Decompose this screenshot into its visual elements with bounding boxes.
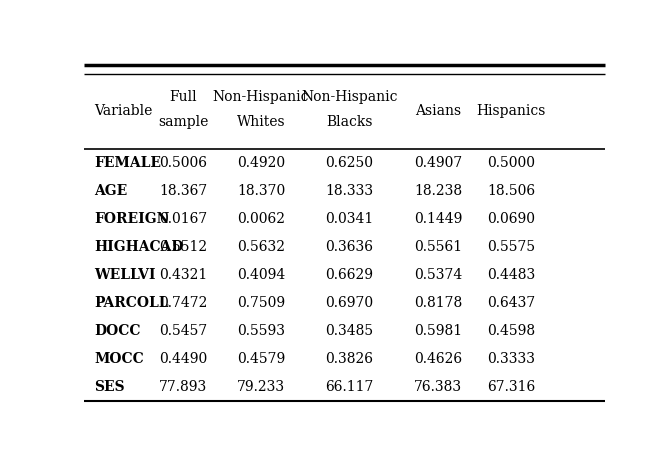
Text: MOCC: MOCC bbox=[94, 351, 144, 365]
Text: SES: SES bbox=[94, 380, 125, 394]
Text: 0.4626: 0.4626 bbox=[414, 351, 462, 365]
Text: Whites: Whites bbox=[237, 115, 286, 129]
Text: 0.3485: 0.3485 bbox=[325, 324, 374, 338]
Text: Full: Full bbox=[169, 90, 197, 104]
Text: 0.0167: 0.0167 bbox=[159, 212, 207, 226]
Text: 0.5981: 0.5981 bbox=[414, 324, 462, 338]
Text: FOREIGN: FOREIGN bbox=[94, 212, 170, 226]
Text: 0.7472: 0.7472 bbox=[159, 296, 207, 310]
Text: 0.4920: 0.4920 bbox=[237, 156, 285, 170]
Text: 18.333: 18.333 bbox=[325, 184, 374, 198]
Text: 0.0690: 0.0690 bbox=[487, 212, 535, 226]
Text: sample: sample bbox=[158, 115, 208, 129]
Text: 0.4490: 0.4490 bbox=[159, 351, 207, 365]
Text: 77.893: 77.893 bbox=[159, 380, 207, 394]
Text: 0.5006: 0.5006 bbox=[159, 156, 207, 170]
Text: 18.370: 18.370 bbox=[237, 184, 285, 198]
Text: HIGHACAD: HIGHACAD bbox=[94, 240, 184, 254]
Text: 0.5512: 0.5512 bbox=[159, 240, 207, 254]
Text: 0.6629: 0.6629 bbox=[326, 268, 374, 282]
Text: Blacks: Blacks bbox=[327, 115, 373, 129]
Text: 0.6437: 0.6437 bbox=[487, 296, 535, 310]
Text: 18.367: 18.367 bbox=[159, 184, 207, 198]
Text: 0.5593: 0.5593 bbox=[237, 324, 285, 338]
Text: 0.6250: 0.6250 bbox=[326, 156, 374, 170]
Text: 0.3636: 0.3636 bbox=[326, 240, 374, 254]
Text: 0.3826: 0.3826 bbox=[326, 351, 374, 365]
Text: WELLVI: WELLVI bbox=[94, 268, 156, 282]
Text: 79.233: 79.233 bbox=[237, 380, 285, 394]
Text: 0.4579: 0.4579 bbox=[237, 351, 285, 365]
Text: 0.4321: 0.4321 bbox=[159, 268, 207, 282]
Text: 0.5632: 0.5632 bbox=[237, 240, 285, 254]
Text: 0.5561: 0.5561 bbox=[414, 240, 462, 254]
Text: 0.3333: 0.3333 bbox=[487, 351, 535, 365]
Text: FEMALE: FEMALE bbox=[94, 156, 161, 170]
Text: 0.4483: 0.4483 bbox=[487, 268, 535, 282]
Text: 0.5000: 0.5000 bbox=[487, 156, 535, 170]
Text: Variable: Variable bbox=[94, 104, 153, 118]
Text: AGE: AGE bbox=[94, 184, 128, 198]
Text: 76.383: 76.383 bbox=[414, 380, 462, 394]
Text: Non-Hispanic: Non-Hispanic bbox=[213, 90, 309, 104]
Text: Non-Hispanic: Non-Hispanic bbox=[301, 90, 398, 104]
Text: Asians: Asians bbox=[415, 104, 461, 118]
Text: 18.238: 18.238 bbox=[414, 184, 462, 198]
Text: 0.4907: 0.4907 bbox=[414, 156, 462, 170]
Text: 67.316: 67.316 bbox=[487, 380, 535, 394]
Text: 0.0062: 0.0062 bbox=[237, 212, 285, 226]
Text: 0.6970: 0.6970 bbox=[325, 296, 374, 310]
Text: 0.5374: 0.5374 bbox=[414, 268, 462, 282]
Text: 0.7509: 0.7509 bbox=[237, 296, 285, 310]
Text: 0.8178: 0.8178 bbox=[414, 296, 462, 310]
Text: 66.117: 66.117 bbox=[325, 380, 374, 394]
Text: 0.4094: 0.4094 bbox=[237, 268, 285, 282]
Text: 0.1449: 0.1449 bbox=[414, 212, 462, 226]
Text: DOCC: DOCC bbox=[94, 324, 141, 338]
Text: 18.506: 18.506 bbox=[487, 184, 535, 198]
Text: 0.5575: 0.5575 bbox=[487, 240, 535, 254]
Text: 0.4598: 0.4598 bbox=[487, 324, 535, 338]
Text: 0.5457: 0.5457 bbox=[159, 324, 207, 338]
Text: PARCOLL: PARCOLL bbox=[94, 296, 169, 310]
Text: Hispanics: Hispanics bbox=[476, 104, 546, 118]
Text: 0.0341: 0.0341 bbox=[325, 212, 374, 226]
